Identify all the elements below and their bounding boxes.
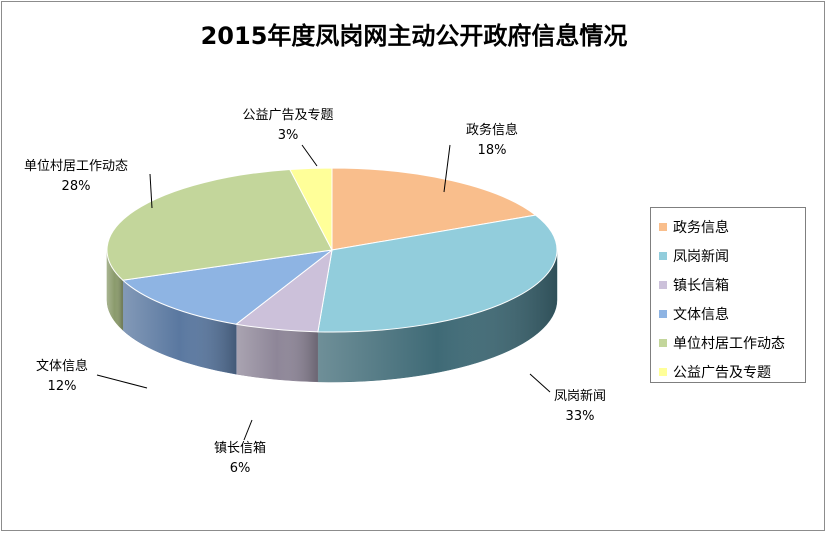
pie-side-shade-2 [236,324,318,382]
legend-item-0: 政务信息 [659,212,805,241]
legend-label-3: 文体信息 [673,306,729,323]
leader-line-3 [96,374,148,389]
legend-label-1: 凤岗新闻 [673,248,729,265]
slice-value-label-3: 12% [48,379,77,394]
legend-label-2: 镇长信箱 [673,277,729,294]
legend-swatch-1 [659,251,667,260]
legend-item-5: 公益广告及专题 [659,357,805,386]
legend-swatch-5 [659,367,667,376]
slice-value-label-2: 6% [230,461,251,476]
pie-slice-5 [289,167,333,251]
leader-line-1 [529,373,551,393]
legend-label-5: 公益广告及专题 [673,364,771,381]
slice-value-label-5: 3% [278,128,299,143]
slice-label-1: 凤岗新闻 [554,388,606,404]
leader-line-2 [243,419,253,441]
legend-swatch-0 [659,222,667,231]
chart-title: 2015年度凤岗网主动公开政府信息情况 [200,22,628,50]
slice-label-2: 镇长信箱 [214,440,266,456]
pie-slice-4 [106,168,333,281]
slice-value-label-4: 28% [62,179,91,194]
leader-line-5 [301,144,318,167]
legend-item-2: 镇长信箱 [659,270,805,299]
legend-label-0: 政务信息 [673,219,729,236]
legend-item-4: 单位村居工作动态 [659,328,805,357]
slice-label-0: 政务信息 [466,122,518,138]
legend-item-3: 文体信息 [659,299,805,328]
pie-slice-0 [331,167,537,251]
legend-swatch-2 [659,280,667,289]
slice-value-label-0: 18% [478,143,507,158]
legend-swatch-4 [659,338,667,347]
pie-side-shade-1 [317,250,557,383]
leader-line-4 [149,173,153,209]
pie-side-shade-4 [107,250,123,331]
pie-slice-3 [121,249,334,325]
leader-line-0 [443,144,451,193]
legend-item-1: 凤岗新闻 [659,241,805,270]
pie-side-shade-3 [122,280,237,375]
slice-value-label-1: 33% [566,409,595,424]
chart-legend: 政务信息凤岗新闻镇长信箱文体信息单位村居工作动态 公益广告及专题 [650,207,806,383]
pie-slice-1 [317,214,558,333]
legend-swatch-3 [659,309,667,318]
slice-label-5: 公益广告及专题 [242,108,333,123]
legend-label-4: 单位村居工作动态 [673,335,785,352]
slice-label-4: 单位村居工作动态 [24,159,128,174]
slice-label-3: 文体信息 [36,358,88,374]
